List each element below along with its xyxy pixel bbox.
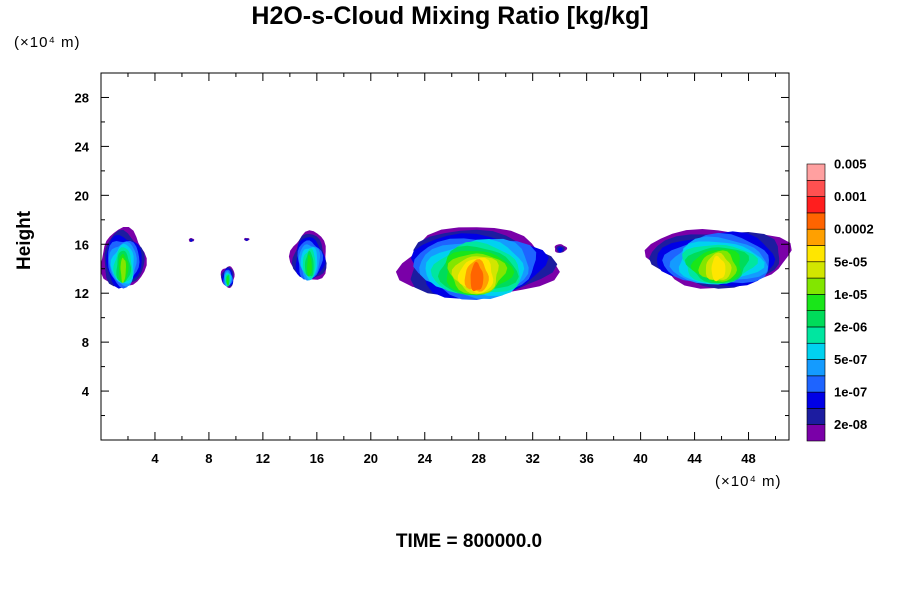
- colorbar-label: 2e-08: [834, 417, 867, 432]
- x-tick-label: 20: [364, 451, 378, 466]
- cloud-left-edge-cloud: [100, 227, 147, 289]
- cloud-large-cloud-28: [395, 227, 560, 300]
- cloud-speck-34: [554, 244, 568, 253]
- colorbar-label: 0.0002: [834, 222, 874, 237]
- y-tick-label: 12: [75, 286, 89, 301]
- contour-level-2: [557, 247, 563, 253]
- colorbar-swatch: [806, 277, 826, 295]
- x-tick-label: 8: [205, 451, 212, 466]
- colorbar-swatch: [806, 310, 826, 328]
- colorbar-swatch: [806, 342, 826, 360]
- contour-level-8: [307, 254, 312, 277]
- contour-level-8: [226, 275, 229, 286]
- colorbar-label: 5e-07: [834, 352, 867, 367]
- colorbar-swatch: [806, 245, 826, 263]
- colorbar-swatch: [806, 375, 826, 393]
- cloud-small-cluster-9: [220, 266, 235, 289]
- contour-level-2: [190, 239, 193, 242]
- x-tick-label: 24: [418, 451, 433, 466]
- colorbar-label: 0.005: [834, 157, 867, 172]
- contour-level-9: [120, 257, 126, 284]
- chart-title: H2O-s-Cloud Mixing Ratio [kg/kg]: [251, 2, 649, 30]
- y-tick-label: 20: [75, 188, 89, 203]
- cloud-cloud-15: [288, 230, 327, 281]
- colorbar-swatch: [806, 228, 826, 246]
- x-tick-label: 32: [525, 451, 539, 466]
- cloud-right-cloud: [644, 229, 792, 289]
- colorbar-label: 1e-07: [834, 385, 867, 400]
- y-tick-label: 4: [82, 384, 90, 399]
- colorbar-swatch: [806, 359, 826, 377]
- x-tick-label: 36: [579, 451, 593, 466]
- contour-level-2: [245, 238, 248, 241]
- time-label: TIME = 800000.0: [395, 531, 543, 552]
- cloud-speck-b: [244, 237, 250, 242]
- y-tick-label: 8: [82, 335, 89, 350]
- colorbar-label: 2e-06: [834, 319, 867, 334]
- colorbar: 2e-08 1e-07 5e-07 2e-06 1e-05 5e-05 0.0002 0.00…: [806, 157, 874, 442]
- colorbar-swatch: [806, 326, 826, 344]
- colorbar-swatch: [806, 391, 826, 409]
- colorbar-swatch: [806, 163, 826, 181]
- cloud-regions: [100, 227, 792, 300]
- contour-level-11: [711, 255, 726, 282]
- plot-frame: [100, 72, 790, 441]
- colorbar-label: 1e-05: [834, 287, 867, 302]
- x-tick-label: 28: [471, 451, 485, 466]
- x-tick-label: 12: [256, 451, 270, 466]
- y-axis-unit: (×10⁴ m): [14, 34, 81, 51]
- colorbar-swatch: [806, 196, 826, 214]
- x-tick-label: 48: [741, 451, 755, 466]
- x-tick-label: 4: [151, 451, 159, 466]
- colorbar-label: 0.001: [834, 189, 867, 204]
- y-tick-label: 24: [75, 139, 90, 154]
- x-tick-label: 40: [633, 451, 647, 466]
- y-tick-label: 28: [75, 90, 89, 105]
- colorbar-swatch: [806, 212, 826, 230]
- colorbar-label: 5e-05: [834, 254, 867, 269]
- x-tick-label: 44: [687, 451, 702, 466]
- cloud-speck-a: [188, 238, 195, 242]
- y-tick-label: 16: [75, 237, 89, 252]
- colorbar-swatch: [806, 424, 826, 442]
- colorbar-swatch: [806, 408, 826, 426]
- colorbar-swatch: [806, 179, 826, 197]
- x-axis-unit: (×10⁴ m): [715, 473, 782, 490]
- colorbar-swatch: [806, 261, 826, 279]
- colorbar-swatch: [806, 294, 826, 311]
- x-tick-label: 16: [310, 451, 324, 466]
- contour-level-13: [470, 261, 484, 292]
